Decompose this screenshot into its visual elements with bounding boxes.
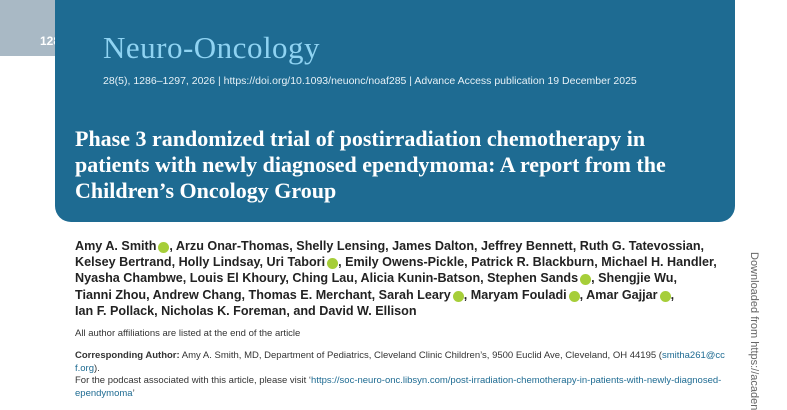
author-names: , Maryam Fouladi bbox=[463, 287, 567, 302]
orcid-icon[interactable]: ​ bbox=[327, 258, 339, 270]
corresponding-label: Corresponding Author: bbox=[75, 350, 180, 361]
orcid-icon[interactable]: ​ bbox=[568, 290, 580, 302]
podcast-text: For the podcast associated with this art… bbox=[75, 375, 312, 386]
author-line: Tianni Zhou, Andrew Chang, Thomas E. Mer… bbox=[75, 287, 717, 303]
author-names: , Amar Gajjar bbox=[579, 287, 658, 302]
corresponding-end: ). bbox=[94, 362, 100, 374]
podcast-link[interactable]: https://soc-neuro-onc.libsyn.com/post-ir… bbox=[75, 375, 722, 399]
author-names: , Emily Owens-Pickle, Patrick R. Blackbu… bbox=[338, 255, 717, 270]
email-link[interactable]: smitha261@ccf.org bbox=[75, 350, 725, 374]
header-banner bbox=[55, 0, 735, 222]
author-line: Kelsey Bertrand, Holly Lindsay, Uri Tabo… bbox=[75, 254, 717, 270]
orcid-icon[interactable]: ​ bbox=[580, 274, 592, 286]
author-names: Nyasha Chambwe, Louis El Khoury, Ching L… bbox=[75, 271, 579, 286]
citation: 28(5), 1286–1297, 2026 | https://doi.org… bbox=[103, 75, 637, 87]
orcid-icon[interactable]: ​ bbox=[158, 242, 170, 253]
affiliations-note: All author affiliations are listed at th… bbox=[75, 328, 301, 339]
author-line: Nyasha Chambwe, Louis El Khoury, Ching L… bbox=[75, 270, 717, 286]
corresponding-text: Amy A. Smith, MD, Department of Pediatri… bbox=[181, 350, 662, 361]
orcid-icon[interactable]: ​ bbox=[452, 290, 464, 302]
correspondence: Corresponding Author: Amy A. Smith, MD, … bbox=[75, 350, 725, 400]
author-names: , bbox=[670, 287, 675, 302]
article-title: Phase 3 randomized trial of postirradiat… bbox=[75, 126, 666, 203]
author-names: Tianni Zhou, Andrew Chang, Thomas E. Mer… bbox=[75, 287, 451, 302]
journal-name: Neuro-Oncology bbox=[103, 30, 321, 65]
download-note: Downloaded from https://acaden bbox=[748, 252, 760, 410]
author-names: , Shengjie Wu, bbox=[591, 271, 677, 286]
orcid-icon[interactable]: ​ bbox=[659, 290, 671, 302]
podcast-end: ’ bbox=[132, 387, 135, 399]
author-list: Amy A. Smith​, Arzu Onar-Thomas, Shelly … bbox=[75, 238, 717, 319]
author-names: Kelsey Bertrand, Holly Lindsay, Uri Tabo… bbox=[75, 255, 326, 270]
author-names: , Arzu Onar-Thomas, Shelly Lensing, Jame… bbox=[169, 239, 705, 253]
author-names: Amy A. Smith bbox=[75, 239, 157, 253]
author-line: Ian F. Pollack, Nicholas K. Foreman, and… bbox=[75, 303, 717, 319]
author-line: Amy A. Smith​, Arzu Onar-Thomas, Shelly … bbox=[75, 238, 717, 254]
author-names: Ian F. Pollack, Nicholas K. Foreman, and… bbox=[75, 303, 417, 318]
